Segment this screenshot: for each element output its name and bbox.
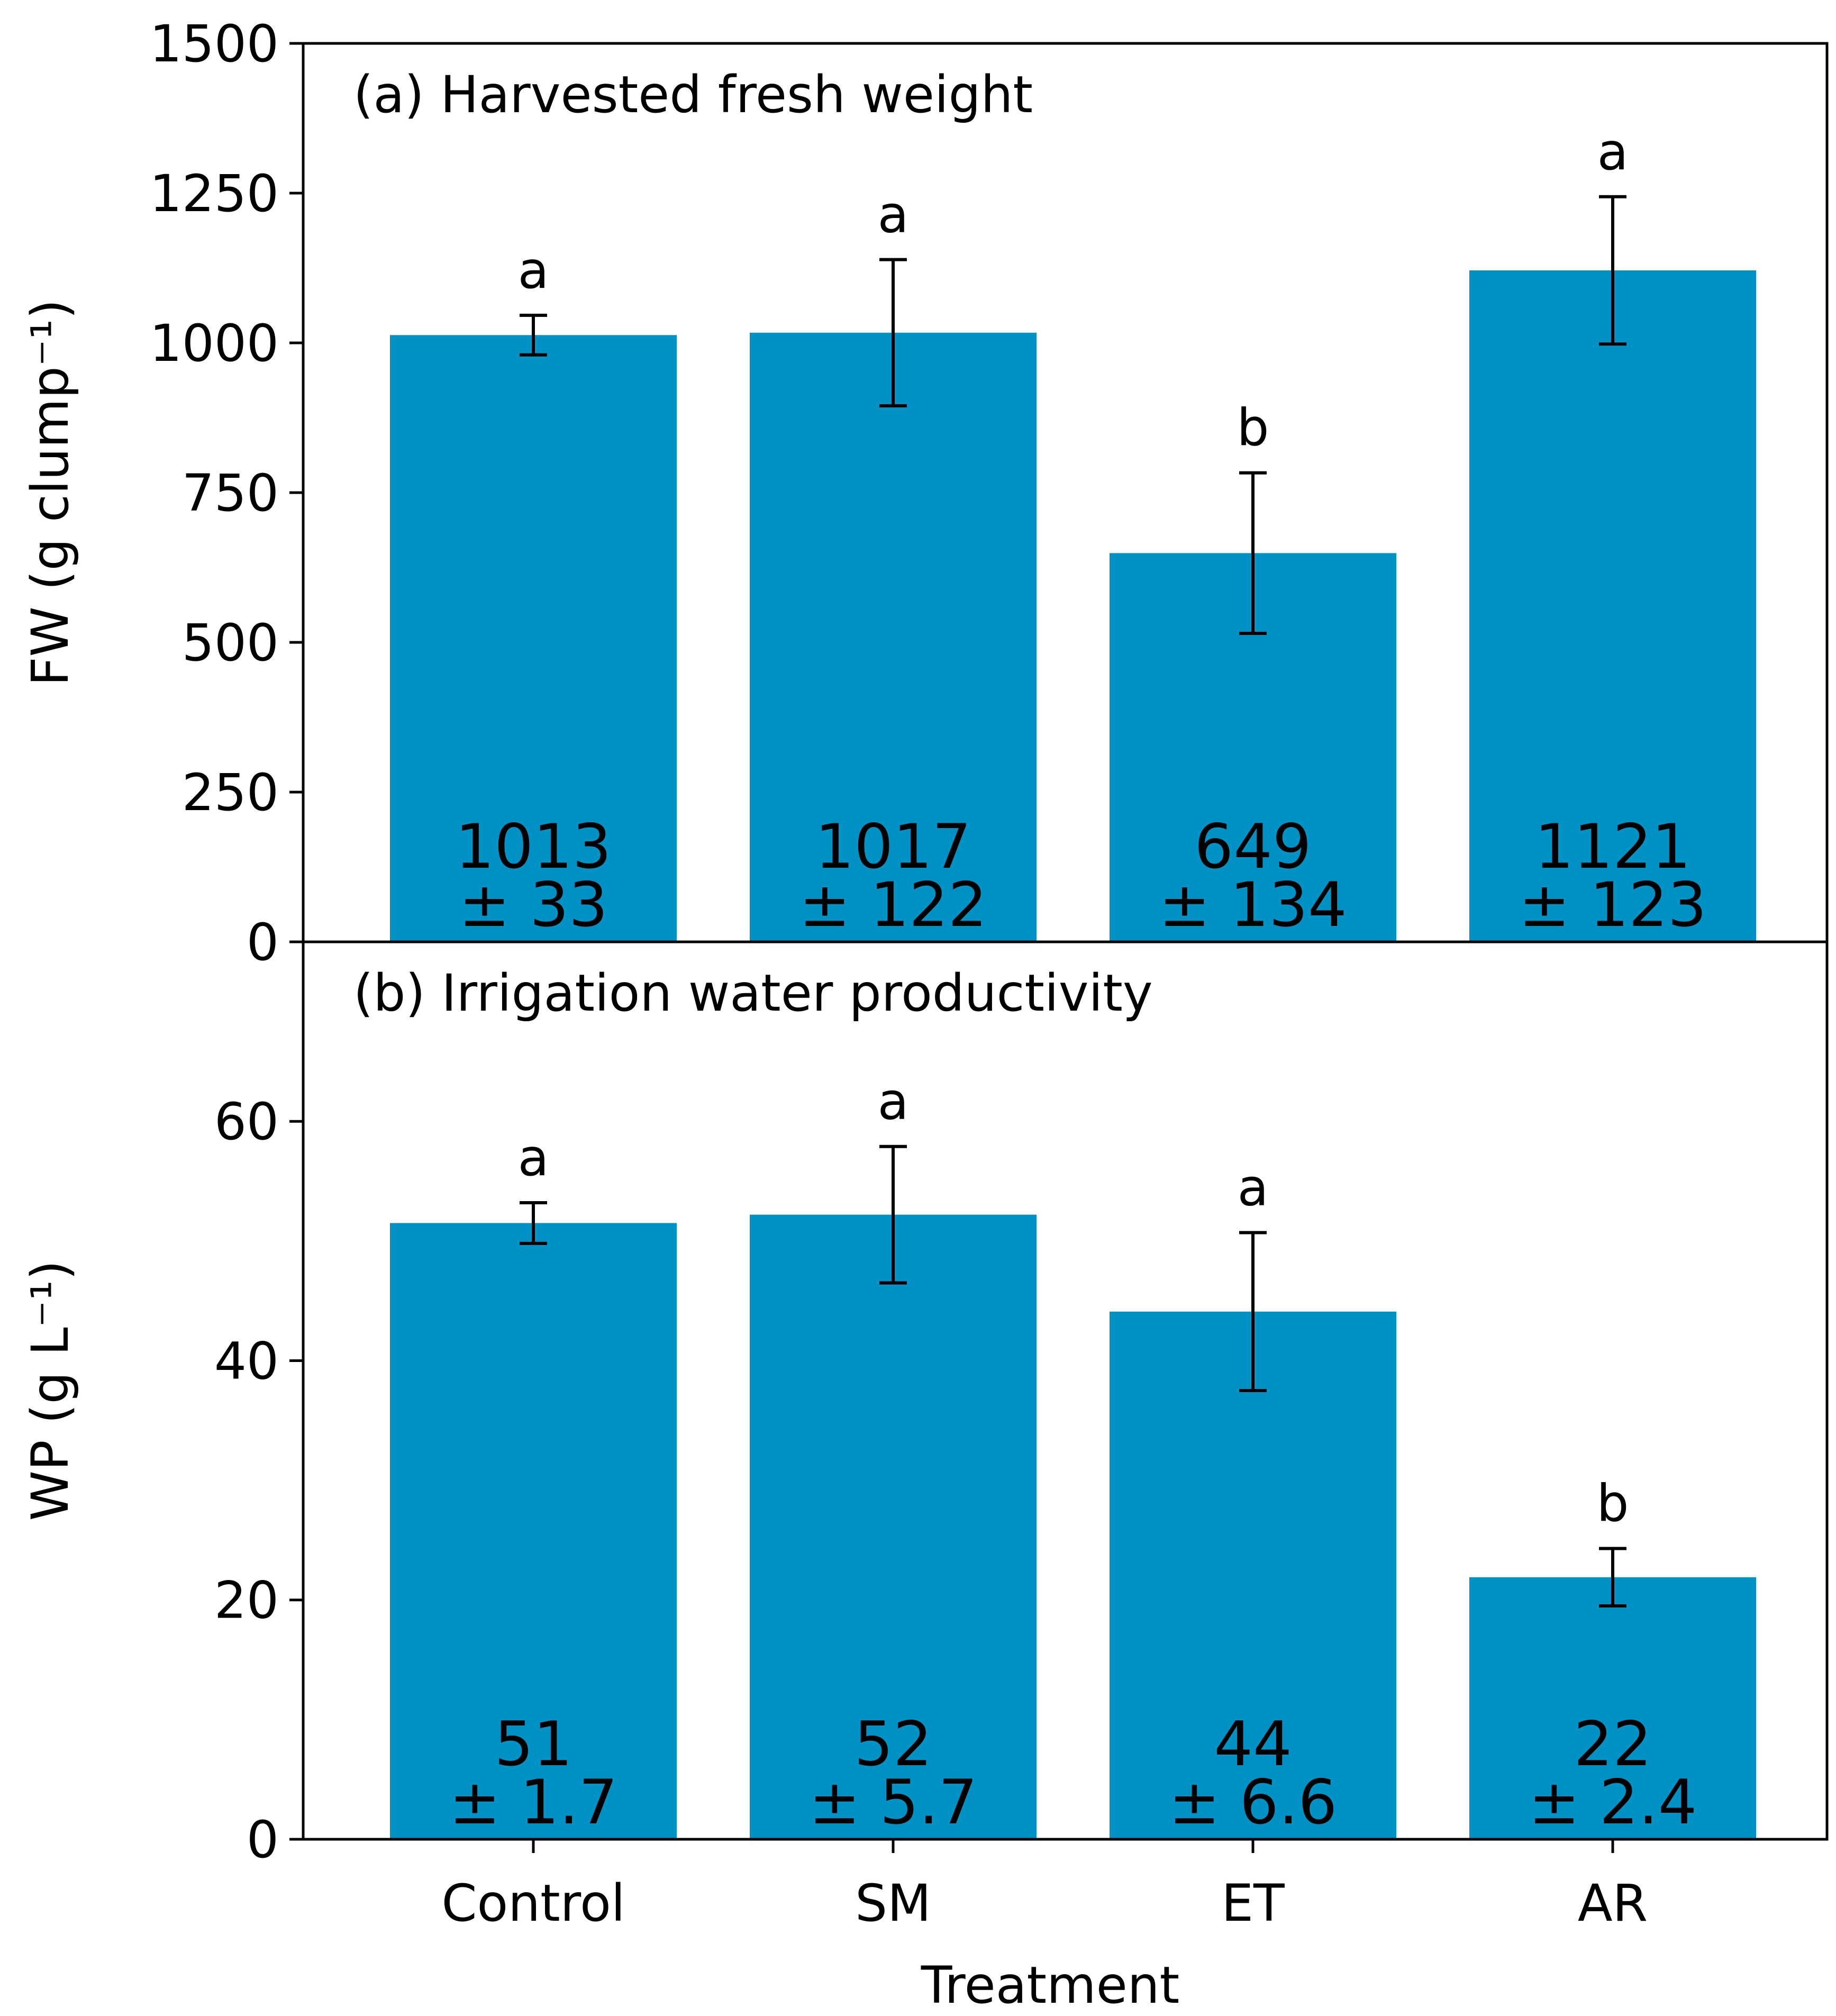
x-tick-label-ar: AR	[1578, 1874, 1648, 1933]
error-bar-sm	[879, 1145, 907, 1285]
y-tick-label: 750	[182, 464, 279, 523]
x-tick-label-sm: SM	[855, 1874, 931, 1933]
y-tick-label: 0	[247, 1810, 279, 1869]
data-label-mean: 1013	[455, 811, 611, 883]
bar-control	[390, 335, 677, 942]
panel-a-fresh-weight: a 1013± 33 a 1017± 122 b 649± 134 a 1121± 123 0 2…	[21, 14, 1829, 972]
significance-letter: a	[878, 185, 909, 244]
bar-sm	[750, 1214, 1037, 1839]
data-label-error: ± 1.7	[449, 1767, 618, 1838]
y-tick-label: 1000	[150, 314, 279, 373]
error-bar-ar	[1599, 1547, 1626, 1608]
x-tick-label-et: ET	[1221, 1874, 1285, 1933]
bar-ar	[1469, 1577, 1756, 1839]
significance-letter: a	[1597, 122, 1629, 181]
y-axis-title: WP (g L⁻¹)	[21, 1260, 80, 1521]
y-tick-label: 1500	[150, 14, 279, 74]
y-tick-label: 500	[182, 613, 279, 673]
bar-et	[1110, 1311, 1396, 1839]
data-label-mean: 1121	[1534, 811, 1690, 883]
data-label-error: ± 5.7	[809, 1767, 978, 1838]
significance-letter: b	[1597, 1474, 1629, 1533]
significance-letter: b	[1237, 398, 1269, 458]
bar-sm	[750, 332, 1037, 942]
y-tick-label: 20	[214, 1571, 279, 1630]
error-bar-control	[520, 313, 547, 357]
data-label-mean: 1017	[815, 811, 971, 883]
y-tick-label: 1250	[150, 164, 279, 223]
error-bar-sm	[879, 258, 907, 407]
data-label-mean: 51	[494, 1709, 572, 1780]
panel-b-water-productivity: a 51± 1.7 a 52± 5.7 a 44± 6.6 b 22± 2.4 0 20 40 60 (…	[21, 940, 1829, 1933]
y-tick-label: 0	[247, 913, 279, 972]
error-bar-ar	[1599, 195, 1626, 346]
significance-letter: a	[518, 1128, 549, 1187]
error-bar-et	[1239, 471, 1267, 635]
error-bar-control	[520, 1201, 547, 1245]
error-bar-et	[1239, 1231, 1267, 1392]
y-tick-label: 250	[182, 763, 279, 822]
plot-frame	[302, 940, 1829, 1841]
data-label-error: ± 6.6	[1169, 1767, 1338, 1838]
bar-control	[390, 1223, 677, 1839]
data-label-error: ± 2.4	[1529, 1767, 1697, 1838]
data-label-mean: 22	[1574, 1709, 1652, 1780]
x-tick-label-control: Control	[441, 1874, 625, 1933]
data-label-error: ± 134	[1159, 869, 1347, 941]
panel-title: (a) Harvested fresh weight	[353, 65, 1033, 124]
significance-letter: a	[878, 1072, 909, 1131]
significance-letter: a	[1238, 1158, 1269, 1218]
data-label-error: ± 122	[799, 869, 987, 941]
data-label-error: ± 123	[1519, 869, 1706, 941]
bar-ar	[1469, 270, 1756, 942]
data-label-mean: 52	[854, 1709, 932, 1780]
data-label-error: ± 33	[459, 869, 608, 941]
y-tick-label: 40	[214, 1331, 279, 1391]
panel-title: (b) Irrigation water productivity	[353, 964, 1153, 1023]
x-axis-title: Treatment	[921, 1956, 1179, 2015]
y-tick-label: 60	[214, 1092, 279, 1151]
significance-letter: a	[518, 241, 549, 300]
data-label-mean: 649	[1194, 811, 1311, 883]
y-axis-title: FW (g clump⁻¹)	[21, 299, 80, 686]
data-label-mean: 44	[1214, 1709, 1292, 1780]
